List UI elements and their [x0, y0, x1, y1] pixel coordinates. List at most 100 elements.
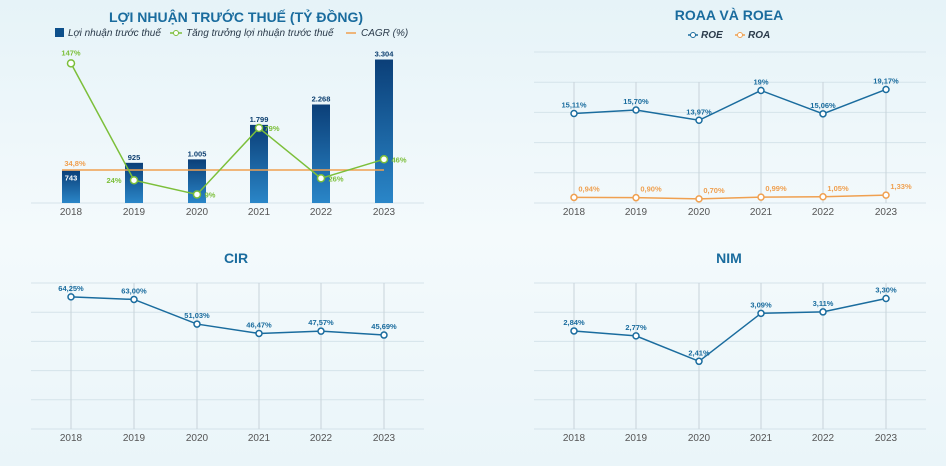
data-label: 45,69% — [371, 322, 397, 331]
growth-point — [379, 155, 389, 164]
data-label: 3,30% — [875, 286, 897, 295]
x-tick: 2019 — [625, 207, 648, 218]
data-point — [255, 329, 263, 338]
growth-label: 147% — [61, 48, 81, 57]
data-label: 19,17% — [873, 76, 899, 85]
legend-marker — [690, 32, 696, 38]
series-line — [573, 194, 887, 200]
growth-line — [70, 62, 385, 196]
chart-title: CIR — [224, 250, 248, 266]
data-label: 13,97% — [686, 107, 712, 116]
data-label: 63,00% — [121, 286, 147, 295]
x-tick: 2018 — [60, 207, 83, 218]
growth-label: 79% — [264, 124, 279, 133]
legend-marker — [737, 32, 743, 38]
data-label: 1,33% — [890, 182, 912, 191]
chart-1: ROAA VÀ ROEA 2018 2019 2020 2021 2022 2023 ROE R… — [534, 7, 926, 218]
series-line — [573, 297, 887, 363]
data-label: 2,84% — [563, 318, 585, 327]
growth-label: 24% — [106, 176, 121, 185]
bar — [375, 59, 393, 204]
x-tick: 2022 — [812, 207, 835, 218]
data-point — [380, 331, 388, 339]
growth-point — [254, 123, 264, 133]
growth-label: 9% — [205, 190, 216, 199]
data-point — [632, 193, 640, 202]
data-point — [632, 332, 640, 340]
x-tick: 2018 — [60, 433, 83, 444]
data-label: 19% — [753, 77, 768, 86]
growth-point — [192, 190, 202, 199]
data-point — [570, 109, 578, 118]
data-label: 47,57% — [308, 318, 334, 327]
data-label: 2,41% — [688, 348, 710, 357]
x-tick: 2020 — [186, 433, 209, 444]
x-tick: 2022 — [310, 207, 333, 218]
data-point — [632, 106, 640, 114]
bar — [62, 170, 80, 203]
x-tick: 2022 — [310, 433, 333, 444]
data-label: 0,94% — [578, 184, 600, 193]
series-line — [573, 88, 887, 122]
data-label: 2,77% — [625, 323, 647, 332]
data-label: 15,70% — [623, 97, 649, 106]
x-tick: 2020 — [688, 433, 711, 444]
growth-label: 46% — [391, 155, 406, 164]
data-point — [695, 357, 703, 366]
data-point — [193, 320, 201, 328]
data-label: 0,70% — [703, 186, 725, 195]
bar-label: 3.304 — [375, 50, 395, 59]
bar-label: 925 — [128, 153, 141, 162]
data-point — [757, 309, 765, 318]
x-tick: 2021 — [750, 207, 773, 218]
data-point — [67, 293, 75, 301]
x-tick: 2019 — [625, 433, 648, 444]
legend-roe: ROE — [701, 30, 723, 41]
data-point — [819, 110, 827, 118]
x-tick: 2023 — [373, 207, 396, 218]
x-tick: 2018 — [563, 433, 586, 444]
data-label: 51,03% — [184, 311, 210, 320]
x-tick: 2021 — [248, 207, 271, 218]
data-point — [570, 193, 578, 202]
x-tick: 2023 — [875, 433, 898, 444]
data-point — [882, 294, 890, 303]
x-tick: 2022 — [812, 433, 835, 444]
x-tick: 2020 — [186, 207, 209, 218]
bar-label: 2.268 — [312, 95, 331, 104]
growth-point — [316, 174, 326, 183]
data-point — [570, 327, 578, 335]
data-label: 3,09% — [750, 300, 772, 309]
data-point — [695, 195, 703, 203]
x-tick: 2021 — [750, 433, 773, 444]
series-line — [70, 296, 385, 336]
bar — [312, 104, 330, 203]
legend-bar: Lợi nhuận trước thuế — [68, 27, 162, 39]
data-label: 0,99% — [765, 184, 787, 193]
chart-0: LỢI NHUẬN TRƯỚC THUẾ (TỶ ĐỒNG) 2018 2019 20… — [31, 8, 424, 218]
data-point — [882, 191, 890, 199]
data-point — [757, 86, 765, 95]
x-tick: 2020 — [688, 207, 711, 218]
x-tick: 2018 — [563, 207, 586, 218]
data-point — [819, 193, 827, 201]
chart-2: CIR 2018 2019 2020 2021 2022 2023 64,25% 63,00% 5… — [31, 250, 424, 444]
data-label: 64,25% — [58, 284, 84, 293]
chart-title: NIM — [716, 250, 742, 266]
legend-swatch-bar — [55, 28, 64, 37]
growth-label: 26% — [328, 174, 343, 183]
growth-point — [66, 59, 76, 68]
data-point — [130, 295, 138, 304]
legend-roa: ROA — [748, 30, 770, 41]
data-label: 0,90% — [640, 185, 662, 194]
data-point — [882, 85, 890, 94]
x-tick: 2021 — [248, 433, 271, 444]
legend-growth: Tăng trưởng lợi nhuận trước thuế — [186, 27, 335, 39]
cagr-label: 34,8% — [64, 159, 86, 168]
data-point — [819, 308, 827, 316]
data-point — [695, 116, 703, 125]
data-label: 3,11% — [813, 299, 834, 308]
data-point — [317, 327, 325, 335]
bar — [250, 124, 268, 203]
